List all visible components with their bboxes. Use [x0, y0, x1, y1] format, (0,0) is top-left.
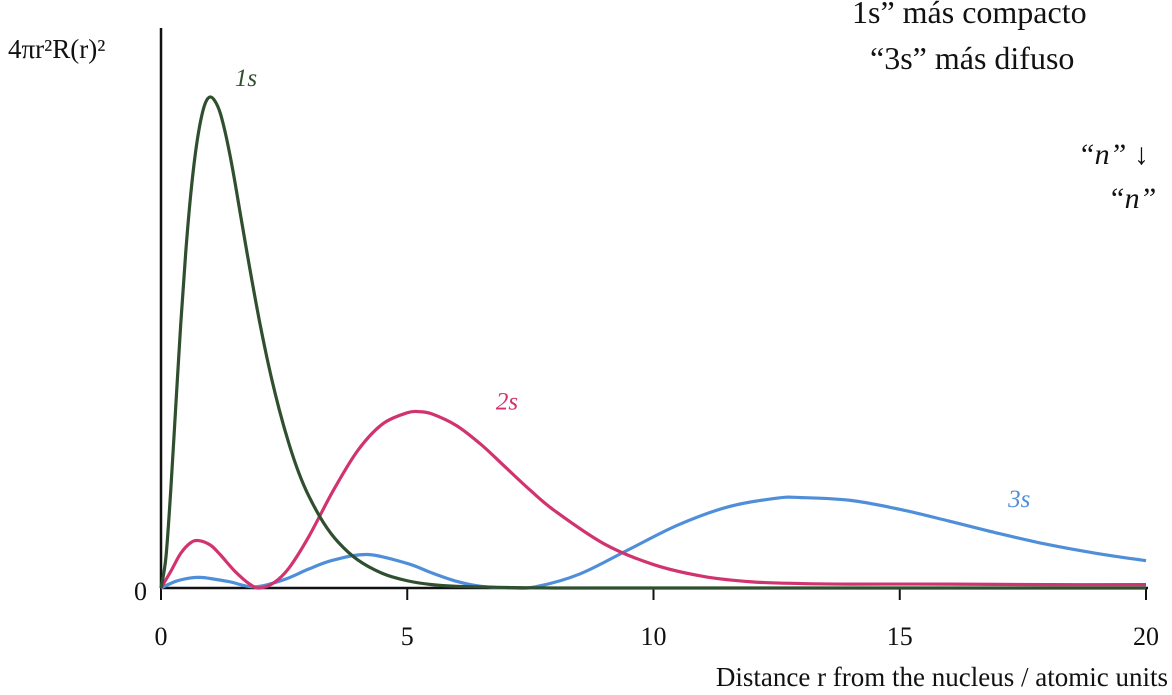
- x-tick-label: 15: [887, 622, 913, 651]
- x-tick-label: 5: [401, 622, 414, 651]
- x-tick-label: 10: [641, 622, 667, 651]
- note-compact: 1s” más compacto: [852, 0, 1087, 30]
- series-line-1s: [159, 95, 1146, 590]
- note-diffuse: “3s” más difuso: [870, 40, 1075, 76]
- x-ticks: 0 5 10 15 20: [155, 588, 1159, 651]
- series-layer: [159, 95, 1147, 590]
- series-label-3s: 3s: [1007, 486, 1030, 513]
- series-line-3s: [160, 495, 1147, 590]
- y-axis-title: 4πr²R(r)²: [8, 34, 105, 64]
- series-label-2s: 2s: [496, 388, 518, 415]
- x-axis-title: Distance r from the nucleus / atomic uni…: [716, 662, 1168, 692]
- note-n: “n”: [1108, 182, 1157, 215]
- y-tick-label-0: 0: [134, 577, 147, 606]
- note-n-down: “n” ↓: [1078, 138, 1149, 171]
- series-labels: 1s 2s 3s: [235, 65, 1030, 513]
- x-tick-label: 20: [1133, 622, 1159, 651]
- x-tick-label: 0: [155, 622, 168, 651]
- series-line-2s: [159, 409, 1147, 590]
- series-label-1s: 1s: [235, 65, 257, 92]
